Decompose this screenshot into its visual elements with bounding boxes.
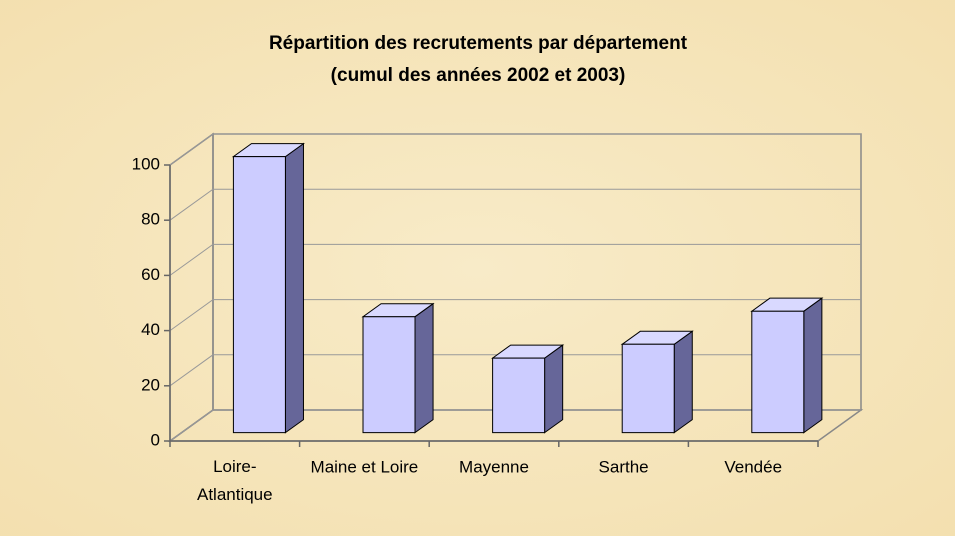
bar	[361, 302, 435, 434]
y-tick-label: 0	[151, 430, 160, 449]
bar-front	[362, 316, 416, 434]
grid-line	[169, 243, 861, 276]
grid-line	[169, 299, 861, 332]
bar-front	[751, 310, 805, 434]
y-tick-label: 60	[141, 265, 160, 284]
chart-title: Répartition des recrutements par départe…	[269, 33, 688, 54]
bar-side	[284, 142, 304, 434]
bar	[231, 142, 306, 434]
y-tick-label: 80	[141, 210, 160, 229]
bar	[620, 330, 694, 434]
bar-side	[414, 302, 434, 434]
chart-subtitle: (cumul des années 2002 et 2003)	[331, 65, 626, 86]
grid-line	[169, 133, 861, 166]
y-tick-label: 20	[141, 375, 160, 394]
x-tick-label: Sarthe	[599, 457, 649, 476]
bar	[750, 297, 824, 434]
bar-front	[232, 156, 286, 434]
y-tick-label: 100	[132, 154, 160, 173]
bar-side	[544, 344, 564, 434]
bar	[491, 344, 565, 434]
bar-front	[621, 343, 675, 434]
x-tick-label: Maine et Loire	[311, 457, 419, 476]
x-tick-label: Vendée	[724, 457, 782, 476]
bar-front	[492, 357, 546, 434]
bar-side	[803, 297, 823, 434]
grid-line	[169, 188, 861, 221]
bar-side	[673, 330, 693, 434]
x-tick-label: Loire-Atlantique	[197, 457, 273, 504]
x-tick-label: Mayenne	[459, 457, 529, 476]
y-tick-label: 40	[141, 320, 160, 339]
